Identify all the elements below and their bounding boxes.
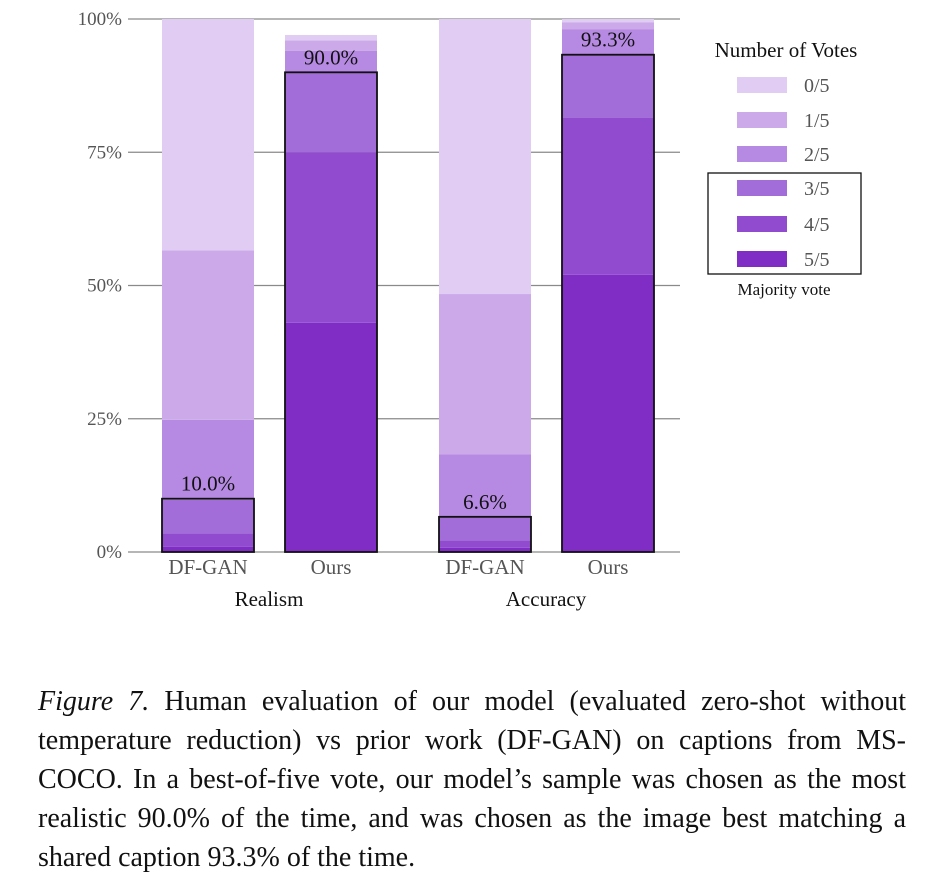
y-tick-label: 50% (87, 276, 122, 297)
legend-majority-box (707, 172, 862, 275)
figure-label: Figure 7. (38, 686, 150, 717)
bar-segment-2-of-5 (285, 50, 377, 73)
legend-majority-note: Majority vote (737, 280, 830, 299)
legend-swatch (737, 180, 787, 196)
bar-segment-0-of-5 (562, 19, 654, 23)
bar-segment-1-of-5 (562, 22, 654, 30)
legend-swatch (737, 112, 787, 128)
x-category-label: DF-GAN (445, 555, 524, 579)
stacked-bar-chart: 0% 25% 50% 75% 100% 10.0% DF-GAN 90.0% Ours Reali… (78, 9, 862, 611)
y-tick-label: 0% (97, 542, 123, 563)
legend-swatch (737, 216, 787, 232)
legend-entry-label: 0/5 (804, 75, 830, 97)
bar-segment-4-of-5 (285, 152, 377, 323)
bar-segment-3-of-5 (562, 54, 654, 118)
bar-segment-2-of-5 (439, 454, 531, 517)
majority-data-label: 10.0% (181, 472, 235, 496)
x-category-label: DF-GAN (168, 555, 247, 579)
legend-swatch (737, 146, 787, 162)
legend-entry-label: 4/5 (804, 214, 830, 236)
bar-segment-1-of-5 (285, 40, 377, 51)
bar-segment-3-of-5 (285, 72, 377, 153)
legend-entry-label: 5/5 (804, 249, 830, 271)
x-group-label: Realism (235, 587, 304, 611)
bar-segment-3-of-5 (162, 499, 254, 534)
majority-outline (438, 515, 532, 553)
x-category-label: Ours (311, 555, 352, 579)
bar-segment-4-of-5 (439, 540, 531, 548)
bar-segment-2-of-5 (162, 419, 254, 500)
legend-title: Number of Votes (715, 38, 858, 62)
x-group-label: Accuracy (506, 587, 587, 611)
bar-segment-4-of-5 (162, 533, 254, 547)
bar-segment-4-of-5 (562, 117, 654, 275)
legend-entry-label: 3/5 (804, 178, 830, 200)
figure-caption: Figure 7. Human evaluation of our model … (38, 682, 906, 877)
majority-outline (284, 71, 378, 553)
x-category-label: Ours (588, 555, 629, 579)
legend-swatch (737, 77, 787, 93)
majority-outline (561, 53, 655, 553)
y-tick-label: 75% (87, 142, 122, 163)
bar-segment-1-of-5 (162, 250, 254, 420)
majority-outline (161, 497, 255, 553)
majority-data-label: 6.6% (463, 490, 507, 514)
bar-segment-1-of-5 (439, 294, 531, 455)
bar-segment-0-of-5 (439, 19, 531, 295)
y-tick-label: 100% (78, 9, 123, 30)
bar-segment-5-of-5 (562, 274, 654, 552)
bar-segment-2-of-5 (562, 29, 654, 55)
bar-segment-5-of-5 (439, 547, 531, 552)
y-tick-label: 25% (87, 409, 122, 430)
caption-text: Human evaluation of our model (evaluated… (38, 686, 907, 873)
bar-segment-3-of-5 (439, 516, 531, 541)
bar-segment-0-of-5 (285, 34, 377, 41)
majority-data-label: 90.0% (304, 45, 358, 69)
legend-swatch (737, 251, 787, 267)
majority-data-label: 93.3% (581, 28, 635, 52)
legend-entry-label: 2/5 (804, 144, 830, 166)
bar-segment-0-of-5 (162, 19, 254, 251)
bar-segment-5-of-5 (162, 546, 254, 552)
legend-entry-label: 1/5 (804, 110, 830, 132)
bar-segment-5-of-5 (285, 322, 377, 552)
